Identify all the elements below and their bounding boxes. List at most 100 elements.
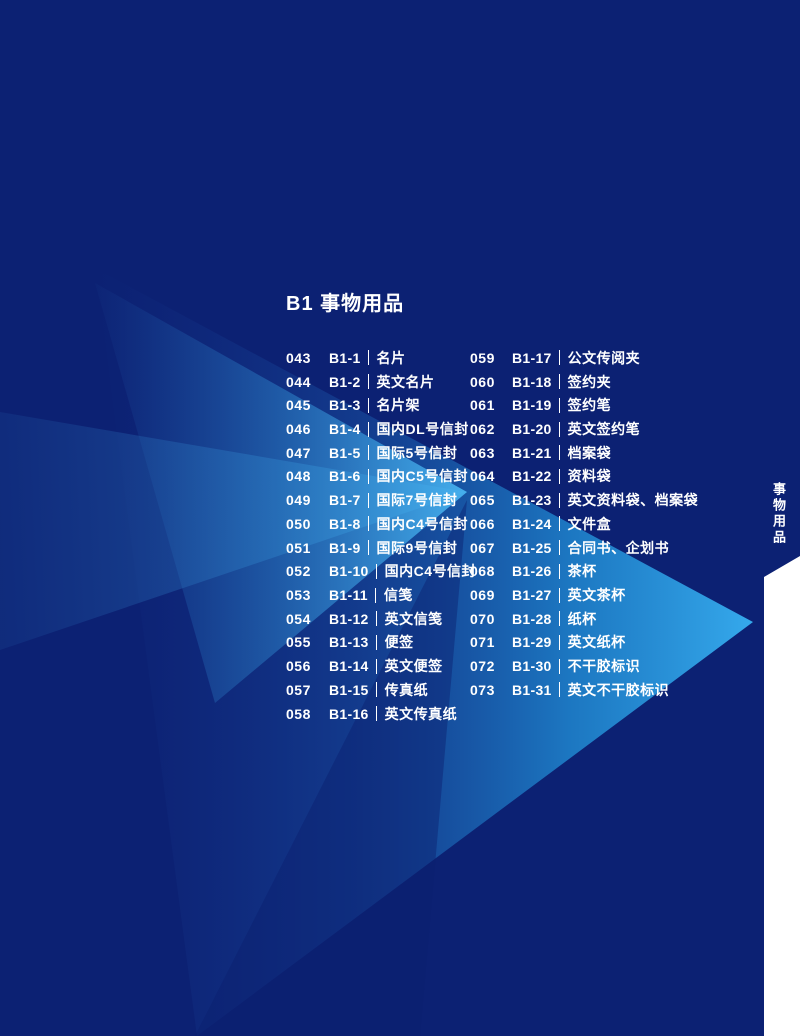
toc-item-code: B1-2 — [329, 373, 361, 390]
toc-separator-bar — [367, 468, 369, 484]
toc-item-label: 国内C5号信封 — [376, 468, 468, 485]
toc-separator-bar — [558, 540, 560, 556]
toc-page-number: 060 — [470, 373, 495, 390]
toc-item-label: 英文不干胶标识 — [567, 681, 670, 698]
toc-page-number: 050 — [286, 515, 311, 532]
toc-separator-bar — [558, 445, 560, 461]
toc-page-number: 045 — [286, 397, 311, 414]
toc-separator-bar — [558, 468, 560, 484]
toc-row: 059 B1-17 公文传阅夹 — [470, 346, 698, 370]
toc-page-number: 058 — [286, 705, 311, 722]
toc-item-code: B1-15 — [329, 681, 369, 698]
toc-row: 045 B1-3 名片架 — [286, 393, 476, 417]
toc-row: 068 B1-26 茶杯 — [470, 559, 698, 583]
toc-item-code: B1-16 — [329, 705, 369, 722]
toc-item-code: B1-1 — [329, 349, 361, 366]
toc-page-number: 057 — [286, 681, 311, 698]
toc-item-code: B1-8 — [329, 515, 361, 532]
toc-page-number: 069 — [470, 587, 495, 604]
toc-row: 053 B1-11 信笺 — [286, 583, 476, 607]
toc-page-number: 047 — [286, 444, 311, 461]
toc-separator-bar — [375, 611, 377, 627]
toc-item-label: 国际7号信封 — [376, 492, 458, 509]
toc-row: 067 B1-25 合同书、企划书 — [470, 536, 698, 560]
toc-separator-bar — [558, 611, 560, 627]
toc-item-label: 资料袋 — [567, 468, 612, 485]
toc-item-label: 国际9号信封 — [376, 539, 458, 556]
toc-item-code: B1-28 — [512, 610, 552, 627]
toc-item-label: 英文信笺 — [384, 610, 443, 627]
toc-item-code: B1-30 — [512, 658, 552, 675]
toc-row: 066 B1-24 文件盒 — [470, 512, 698, 536]
toc-column-left: 043 B1-1 名片 044 B1-2 英文名片 045 B1-3 名片架 046 B1-4 国内D… — [286, 346, 476, 726]
toc-row: 061 B1-19 签约笔 — [470, 393, 698, 417]
toc-item-code: B1-22 — [512, 468, 552, 485]
toc-separator-bar — [558, 682, 560, 698]
dark-wedge-triangle — [195, 500, 467, 1036]
toc-item-code: B1-14 — [329, 658, 369, 675]
toc-separator-bar — [375, 706, 377, 722]
toc-item-code: B1-31 — [512, 681, 552, 698]
toc-row: 062 B1-20 英文签约笔 — [470, 417, 698, 441]
toc-row: 046 B1-4 国内DL号信封 — [286, 417, 476, 441]
toc-page-number: 073 — [470, 681, 495, 698]
toc-row: 064 B1-22 资料袋 — [470, 465, 698, 489]
toc-separator-bar — [367, 445, 369, 461]
toc-row: 071 B1-29 英文纸杯 — [470, 631, 698, 655]
toc-item-code: B1-20 — [512, 421, 552, 438]
toc-item-label: 便签 — [384, 634, 414, 651]
toc-separator-bar — [558, 587, 560, 603]
toc-item-label: 名片 — [376, 349, 406, 366]
toc-item-label: 文件盒 — [567, 515, 612, 532]
toc-item-code: B1-25 — [512, 539, 552, 556]
toc-page-number: 071 — [470, 634, 495, 651]
toc-page-number: 043 — [286, 349, 311, 366]
toc-separator-bar — [374, 587, 376, 603]
toc-item-label: 英文纸杯 — [567, 634, 626, 651]
toc-page-number: 046 — [286, 421, 311, 438]
toc-row: 055 B1-13 便签 — [286, 631, 476, 655]
side-white-strip — [764, 556, 800, 1036]
toc-item-code: B1-23 — [512, 492, 552, 509]
toc-item-label: 国际5号信封 — [376, 444, 458, 461]
toc-page-number: 063 — [470, 444, 495, 461]
toc-item-code: B1-27 — [512, 587, 552, 604]
toc-separator-bar — [558, 634, 560, 650]
toc-item-code: B1-18 — [512, 373, 552, 390]
toc-row: 073 B1-31 英文不干胶标识 — [470, 678, 698, 702]
toc-page-number: 061 — [470, 397, 495, 414]
toc-item-label: 名片架 — [376, 397, 421, 414]
toc-row: 063 B1-21 档案袋 — [470, 441, 698, 465]
toc-page-number: 059 — [470, 349, 495, 366]
page-title: B1 事物用品 — [286, 293, 405, 315]
toc-item-label: 公文传阅夹 — [567, 349, 641, 366]
toc-item-code: B1-13 — [329, 634, 369, 651]
toc-row: 050 B1-8 国内C4号信封 — [286, 512, 476, 536]
toc-separator-bar — [367, 421, 369, 437]
toc-item-label: 国内DL号信封 — [376, 421, 469, 438]
toc-separator-bar — [367, 374, 369, 390]
toc-page-number: 056 — [286, 658, 311, 675]
toc-item-code: B1-6 — [329, 468, 361, 485]
toc-separator-bar — [558, 563, 560, 579]
toc-item-label: 档案袋 — [567, 444, 612, 461]
toc-item-label: 纸杯 — [567, 610, 597, 627]
toc-item-label: 传真纸 — [384, 681, 429, 698]
toc-separator-bar — [375, 658, 377, 674]
toc-separator-bar — [375, 634, 377, 650]
side-tab-label: 事物用品 — [771, 482, 786, 546]
toc-item-code: B1-29 — [512, 634, 552, 651]
toc-page-number: 062 — [470, 421, 495, 438]
toc-item-code: B1-11 — [329, 587, 368, 604]
toc-item-code: B1-4 — [329, 421, 361, 438]
toc-item-label: 英文资料袋、档案袋 — [567, 492, 699, 509]
toc-item-code: B1-26 — [512, 563, 552, 580]
toc-item-label: 英文名片 — [376, 373, 435, 390]
toc-separator-bar — [558, 397, 560, 413]
toc-item-label: 合同书、企划书 — [567, 539, 670, 556]
toc-row: 069 B1-27 英文茶杯 — [470, 583, 698, 607]
toc-item-code: B1-12 — [329, 610, 369, 627]
toc-page-number: 065 — [470, 492, 495, 509]
toc-row: 056 B1-14 英文便签 — [286, 654, 476, 678]
toc-page-number: 067 — [470, 539, 495, 556]
